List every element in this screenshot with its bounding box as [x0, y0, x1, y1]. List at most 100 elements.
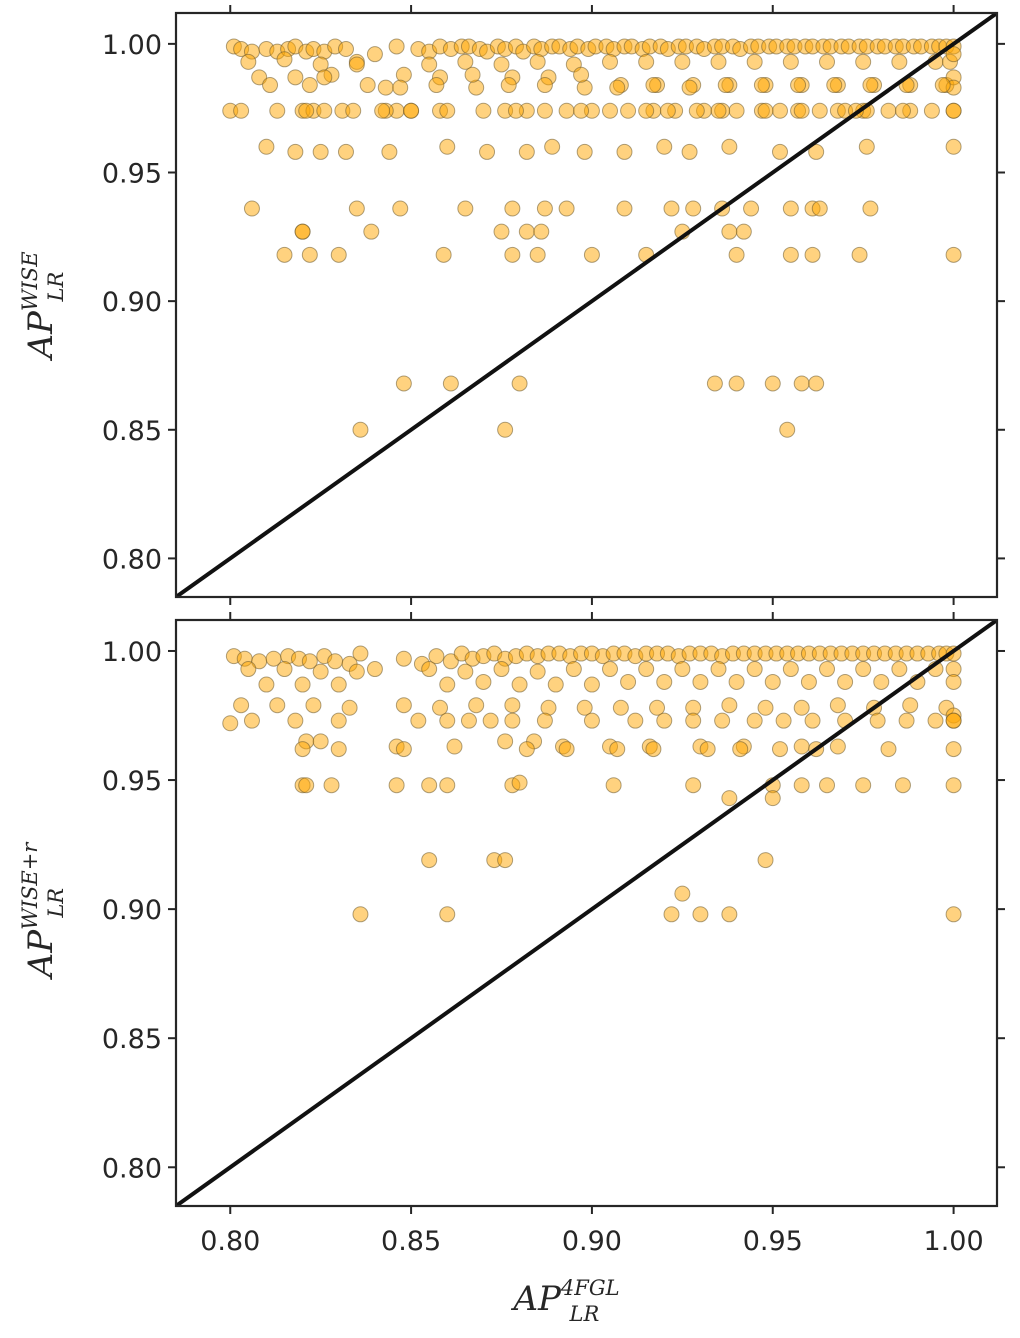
scatter-point	[337, 41, 354, 58]
scatter-point	[511, 375, 528, 392]
scatter-point	[504, 712, 521, 729]
scatter-point	[435, 246, 452, 263]
scatter-point	[428, 77, 445, 94]
scatter-point	[782, 246, 799, 263]
x-axis-label-base: AP	[510, 1279, 562, 1319]
scatter-point	[891, 661, 908, 678]
scatter-point	[627, 712, 644, 729]
y-tick-label: 0.80	[102, 1153, 162, 1184]
scatter-point	[855, 661, 872, 678]
scatter-point	[811, 102, 828, 119]
scatter-point	[873, 673, 890, 690]
scatter-point	[442, 375, 459, 392]
scatter-point	[544, 138, 561, 155]
scatter-point	[782, 53, 799, 70]
y-tick-label: 0.90	[102, 287, 162, 318]
scatter-point	[395, 741, 412, 758]
scatter-point	[312, 733, 329, 750]
scatter-point	[902, 697, 919, 714]
scatter-point	[276, 51, 293, 68]
scatter-point	[934, 77, 951, 94]
scatter-point	[558, 741, 575, 758]
scatter-point	[945, 712, 962, 729]
scatter-point	[764, 375, 781, 392]
scatter-point	[616, 200, 633, 217]
scatter-point	[233, 697, 250, 714]
scatter-point	[793, 102, 810, 119]
scatter-point	[504, 697, 521, 714]
scatter-point	[500, 77, 517, 94]
scatter-point	[460, 712, 477, 729]
scatter-point	[923, 102, 940, 119]
scatter-point	[294, 741, 311, 758]
scatter-point	[457, 663, 474, 680]
scatter-point	[793, 699, 810, 716]
scatter-point	[945, 777, 962, 794]
scatter-point	[395, 375, 412, 392]
scatter-point	[312, 143, 329, 160]
scatter-point	[428, 648, 445, 665]
scatter-point	[612, 699, 629, 716]
scatter-point	[529, 53, 546, 70]
x-axis-label-subscript: LR	[569, 1302, 600, 1326]
scatter-point	[251, 69, 268, 86]
scatter-point	[576, 143, 593, 160]
scatter-point	[602, 53, 619, 70]
scatter-point	[287, 712, 304, 729]
scatter-point	[312, 663, 329, 680]
scatter-point	[507, 102, 524, 119]
scatter-point	[479, 143, 496, 160]
scatter-point	[381, 143, 398, 160]
scatter-point	[819, 53, 836, 70]
scatter-point	[728, 246, 745, 263]
scatter-point	[493, 56, 510, 73]
scatter-point	[710, 102, 727, 119]
scatter-point	[699, 741, 716, 758]
scatter-point	[858, 138, 875, 155]
scatter-point	[327, 653, 344, 670]
scatter-point	[728, 673, 745, 690]
scatter-point	[475, 673, 492, 690]
scatter-point	[862, 200, 879, 217]
scatter-point	[330, 712, 347, 729]
scatter-point	[602, 102, 619, 119]
scatter-point	[243, 712, 260, 729]
scatter-point	[276, 661, 293, 678]
scatter-point	[616, 143, 633, 160]
scatter-point	[432, 699, 449, 716]
plot-frame	[174, 11, 999, 599]
scatter-point	[790, 77, 807, 94]
scatter-point	[656, 673, 673, 690]
scatter-point	[674, 661, 691, 678]
scatter-point	[721, 697, 738, 714]
scatter-point	[663, 200, 680, 217]
scatter-point	[439, 102, 456, 119]
scatter-point	[793, 738, 810, 755]
scatter-point	[692, 906, 709, 923]
scatter-point	[330, 741, 347, 758]
scatter-point	[558, 200, 575, 217]
scatter-point	[475, 102, 492, 119]
scatter-point	[222, 715, 239, 732]
scatter-point	[352, 421, 369, 438]
scatter-point	[793, 375, 810, 392]
scatter-point	[395, 650, 412, 667]
scatter-point	[301, 246, 318, 263]
y-axis-label-subscript: LR	[44, 888, 68, 919]
scatter-point	[753, 77, 770, 94]
scatter-point	[819, 661, 836, 678]
scatter-point	[732, 741, 749, 758]
scatter-point	[649, 699, 666, 716]
scatter-point	[685, 200, 702, 217]
scatter-point	[804, 712, 821, 729]
scatter-point	[894, 777, 911, 794]
scatter-point	[337, 143, 354, 160]
scatter-point	[421, 56, 438, 73]
scatter-point	[330, 676, 347, 693]
scatter-point	[558, 102, 575, 119]
scatter-point	[536, 77, 553, 94]
scatter-points	[222, 38, 962, 438]
scatter-point	[348, 56, 365, 73]
x-tick-label: 0.80	[200, 1226, 260, 1257]
